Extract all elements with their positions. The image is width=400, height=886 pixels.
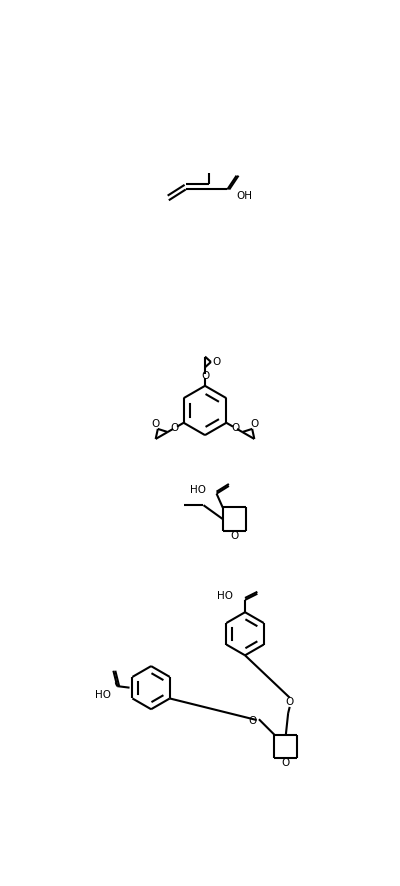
Text: OH: OH (236, 191, 252, 201)
Text: O: O (282, 758, 290, 768)
Text: O: O (201, 371, 209, 381)
Text: HO: HO (218, 591, 234, 601)
Text: HO: HO (190, 485, 206, 494)
Text: O: O (212, 357, 220, 367)
Text: O: O (251, 419, 259, 429)
Text: O: O (230, 531, 238, 541)
Text: HO: HO (95, 690, 111, 700)
Text: O: O (231, 423, 239, 432)
Text: O: O (286, 697, 294, 707)
Text: O: O (171, 423, 179, 432)
Text: O: O (249, 716, 257, 726)
Text: O: O (151, 419, 159, 429)
